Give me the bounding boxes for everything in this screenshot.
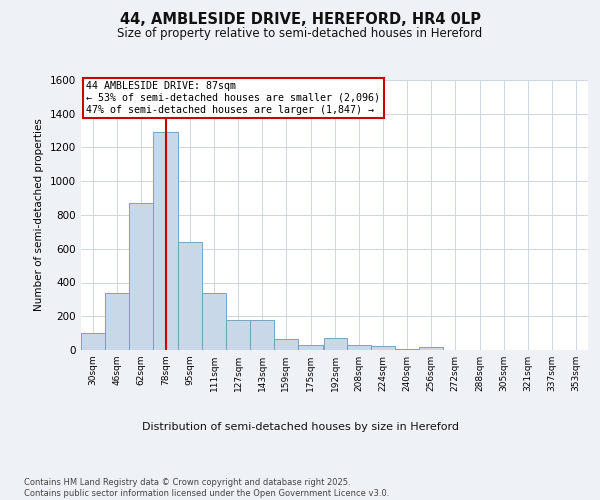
Text: 44, AMBLESIDE DRIVE, HEREFORD, HR4 0LP: 44, AMBLESIDE DRIVE, HEREFORD, HR4 0LP: [119, 12, 481, 28]
Bar: [105, 292, 128, 350]
Bar: [323, 338, 347, 350]
Bar: [347, 345, 371, 350]
Bar: [81, 333, 104, 350]
Bar: [202, 292, 226, 350]
Text: 44 AMBLESIDE DRIVE: 87sqm
← 53% of semi-detached houses are smaller (2,096)
47% : 44 AMBLESIDE DRIVE: 87sqm ← 53% of semi-…: [86, 82, 380, 114]
Y-axis label: Number of semi-detached properties: Number of semi-detached properties: [34, 118, 44, 312]
Bar: [178, 242, 202, 350]
Text: Distribution of semi-detached houses by size in Hereford: Distribution of semi-detached houses by …: [142, 422, 458, 432]
Bar: [250, 320, 274, 350]
Bar: [274, 339, 298, 350]
Bar: [129, 203, 152, 350]
Bar: [419, 348, 443, 350]
Text: Contains HM Land Registry data © Crown copyright and database right 2025.
Contai: Contains HM Land Registry data © Crown c…: [24, 478, 389, 498]
Text: Size of property relative to semi-detached houses in Hereford: Size of property relative to semi-detach…: [118, 28, 482, 40]
Bar: [395, 349, 419, 350]
Bar: [298, 345, 323, 350]
Bar: [153, 132, 178, 350]
Bar: [226, 320, 250, 350]
Bar: [371, 346, 395, 350]
